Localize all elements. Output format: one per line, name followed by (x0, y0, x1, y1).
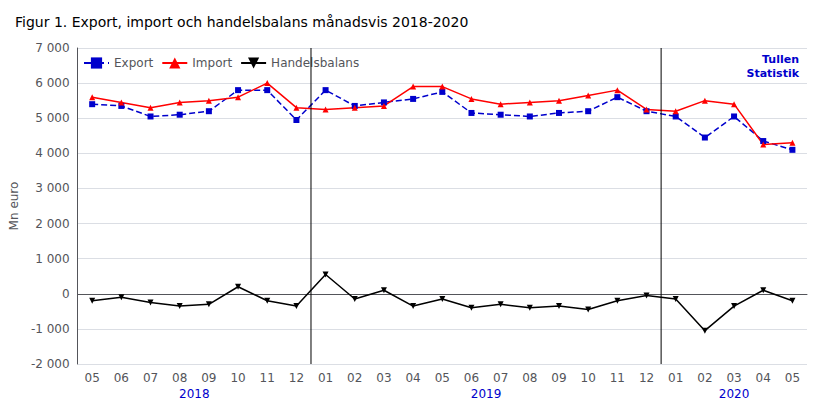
svg-text:08: 08 (522, 371, 537, 385)
svg-text:03: 03 (376, 371, 391, 385)
svg-text:2019: 2019 (471, 387, 502, 401)
svg-text:11: 11 (260, 371, 275, 385)
svg-text:6 000: 6 000 (35, 76, 69, 90)
svg-text:-1 000: -1 000 (31, 322, 70, 336)
svg-text:05: 05 (435, 371, 450, 385)
svg-text:12: 12 (289, 371, 304, 385)
svg-text:02: 02 (347, 371, 362, 385)
svg-text:06: 06 (464, 371, 479, 385)
svg-text:1 000: 1 000 (35, 252, 69, 266)
svg-text:0: 0 (62, 287, 70, 301)
svg-text:09: 09 (201, 371, 216, 385)
svg-text:12: 12 (639, 371, 654, 385)
svg-text:05: 05 (85, 371, 100, 385)
svg-text:3 000: 3 000 (35, 181, 69, 195)
svg-text:07: 07 (493, 371, 508, 385)
svg-text:02: 02 (697, 371, 712, 385)
svg-text:-2 000: -2 000 (31, 357, 70, 371)
svg-text:4 000: 4 000 (35, 146, 69, 160)
svg-text:2020: 2020 (719, 387, 750, 401)
svg-text:10: 10 (230, 371, 245, 385)
svg-text:07: 07 (143, 371, 158, 385)
svg-text:Handelsbalans: Handelsbalans (271, 56, 359, 70)
svg-text:05: 05 (785, 371, 800, 385)
svg-text:2018: 2018 (179, 387, 210, 401)
svg-text:06: 06 (114, 371, 129, 385)
svg-text:01: 01 (318, 371, 333, 385)
svg-text:03: 03 (726, 371, 741, 385)
svg-text:7 000: 7 000 (35, 41, 69, 55)
svg-text:Mn euro: Mn euro (7, 182, 21, 231)
svg-text:04: 04 (756, 371, 771, 385)
svg-text:5 000: 5 000 (35, 111, 69, 125)
svg-text:09: 09 (551, 371, 566, 385)
svg-text:2 000: 2 000 (35, 217, 69, 231)
svg-text:08: 08 (172, 371, 187, 385)
svg-text:10: 10 (581, 371, 596, 385)
svg-text:Import: Import (192, 56, 232, 70)
svg-text:Statistik: Statistik (746, 67, 799, 80)
svg-text:Tullen: Tullen (762, 53, 799, 66)
svg-text:04: 04 (405, 371, 420, 385)
svg-text:11: 11 (610, 371, 625, 385)
svg-text:Figur 1. Export, import och ha: Figur 1. Export, import och handelsbalan… (15, 14, 468, 30)
svg-text:Export: Export (114, 56, 154, 70)
svg-text:01: 01 (668, 371, 683, 385)
